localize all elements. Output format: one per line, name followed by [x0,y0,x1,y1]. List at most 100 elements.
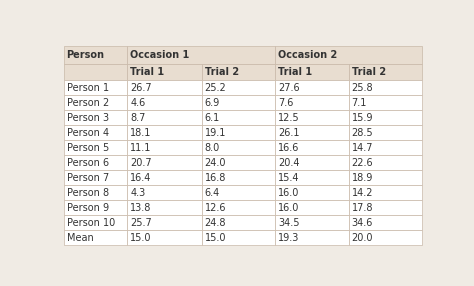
Text: Person 8: Person 8 [66,188,109,198]
Bar [128,95,202,110]
Text: 8.7: 8.7 [130,113,146,123]
Bar [202,155,275,170]
Text: 8.0: 8.0 [205,143,220,153]
Text: 16.6: 16.6 [278,143,300,153]
Text: 15.0: 15.0 [130,233,152,243]
Bar [275,95,349,110]
Text: 11.1: 11.1 [130,143,152,153]
Text: Trial 1: Trial 1 [278,67,312,78]
Bar [349,185,422,200]
Text: Person 6: Person 6 [66,158,109,168]
Text: Person 1: Person 1 [66,83,109,93]
Bar [349,140,422,155]
Text: 15.0: 15.0 [205,233,226,243]
Bar [128,230,202,245]
Bar [128,64,202,80]
Bar [275,140,349,155]
Text: Person 2: Person 2 [66,98,109,108]
Text: Mean: Mean [66,233,93,243]
Text: Occasion 1: Occasion 1 [130,50,190,60]
Text: 25.2: 25.2 [205,83,227,93]
Text: Person 7: Person 7 [66,173,109,183]
Bar [202,215,275,230]
Bar [64,95,128,110]
Text: Trial 2: Trial 2 [205,67,239,78]
Bar [128,170,202,185]
Bar [128,110,202,125]
Text: Person 4: Person 4 [66,128,109,138]
Bar [202,185,275,200]
Bar [128,125,202,140]
Bar [64,80,128,95]
Text: Person 5: Person 5 [66,143,109,153]
Bar [202,230,275,245]
Text: 14.7: 14.7 [352,143,373,153]
Text: 13.8: 13.8 [130,203,152,212]
Bar [349,200,422,215]
Text: 12.6: 12.6 [205,203,226,212]
Text: 7.6: 7.6 [278,98,293,108]
Text: 16.0: 16.0 [278,203,300,212]
Bar [275,80,349,95]
Text: 26.1: 26.1 [278,128,300,138]
Bar [64,200,128,215]
Text: 15.9: 15.9 [352,113,373,123]
Bar [64,155,128,170]
Bar [275,230,349,245]
Bar [349,230,422,245]
Text: Trial 1: Trial 1 [130,67,164,78]
Text: 14.2: 14.2 [352,188,373,198]
Bar [275,110,349,125]
Text: 20.0: 20.0 [352,233,373,243]
Bar [64,140,128,155]
Bar [64,170,128,185]
Text: 15.4: 15.4 [278,173,300,183]
Text: 18.9: 18.9 [352,173,373,183]
Bar [128,215,202,230]
Bar [64,215,128,230]
Bar [275,46,422,64]
Bar [128,185,202,200]
Text: 16.8: 16.8 [205,173,226,183]
Bar [128,80,202,95]
Bar [349,80,422,95]
Bar [275,125,349,140]
Bar [202,110,275,125]
Bar [275,215,349,230]
Text: 19.3: 19.3 [278,233,300,243]
Bar [202,200,275,215]
Bar [202,170,275,185]
Text: 6.9: 6.9 [205,98,220,108]
Bar [202,95,275,110]
Bar [202,64,275,80]
Text: 6.1: 6.1 [205,113,220,123]
Text: 19.1: 19.1 [205,128,226,138]
Bar [275,200,349,215]
Text: 6.4: 6.4 [205,188,220,198]
Text: Person 9: Person 9 [66,203,109,212]
Bar [202,125,275,140]
Bar [275,64,349,80]
Text: 27.6: 27.6 [278,83,300,93]
Text: 25.8: 25.8 [352,83,373,93]
Text: 4.3: 4.3 [130,188,146,198]
Text: Person 10: Person 10 [66,218,115,228]
Text: 34.5: 34.5 [278,218,300,228]
Bar [202,140,275,155]
Text: 16.4: 16.4 [130,173,152,183]
Text: 17.8: 17.8 [352,203,373,212]
Bar [349,215,422,230]
Bar [128,200,202,215]
Text: 34.6: 34.6 [352,218,373,228]
Text: 4.6: 4.6 [130,98,146,108]
Text: Person 3: Person 3 [66,113,109,123]
Bar [64,125,128,140]
Bar [275,185,349,200]
Bar [349,110,422,125]
Bar [64,46,128,64]
Text: 12.5: 12.5 [278,113,300,123]
Bar [275,170,349,185]
Bar [64,185,128,200]
Text: 26.7: 26.7 [130,83,152,93]
Text: 28.5: 28.5 [352,128,373,138]
